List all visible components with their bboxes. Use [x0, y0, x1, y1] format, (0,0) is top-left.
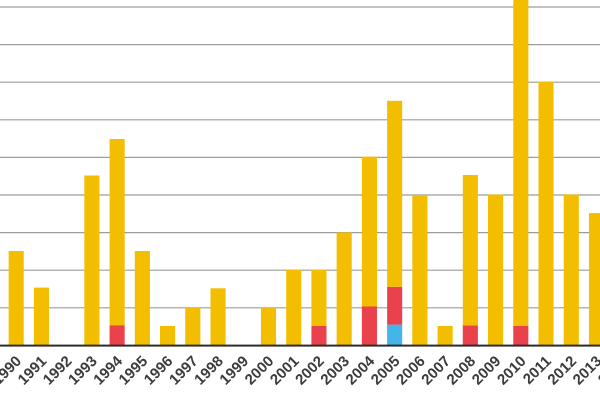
svg-text:2013: 2013: [570, 353, 600, 389]
